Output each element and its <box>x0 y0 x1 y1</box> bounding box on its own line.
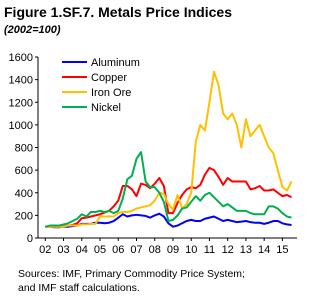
series-line <box>45 151 292 228</box>
chart: Figure 1.SF.7. Metals Price Indices (200… <box>4 4 297 294</box>
chart-subtitle: (2002=100) <box>4 24 61 36</box>
x-tick-label: 09 <box>167 244 179 256</box>
y-tick-label: 0 <box>27 233 33 245</box>
source-note: Sources: IMF, Primary Commodity Price Sy… <box>18 268 245 280</box>
x-tick-label: 12 <box>222 244 234 256</box>
legend-label: Nickel <box>91 102 121 114</box>
series-line <box>45 166 292 228</box>
y-tick-label: 1400 <box>9 75 33 87</box>
legend-label: Aluminum <box>91 57 140 69</box>
x-tick-label: 03 <box>57 244 69 256</box>
y-tick-label: 1200 <box>9 97 33 109</box>
x-tick-label: 14 <box>258 244 270 256</box>
x-tick-label: 05 <box>94 244 106 256</box>
legend-label: Iron Ore <box>91 87 131 99</box>
x-tick-label: 08 <box>149 244 161 256</box>
y-tick-label: 600 <box>15 165 33 177</box>
y-tick-label: 1600 <box>9 52 33 64</box>
x-tick-label: 13 <box>240 244 252 256</box>
x-tick-label: 06 <box>112 244 124 256</box>
y-tick-label: 200 <box>15 210 33 222</box>
x-tick-label: 15 <box>276 244 288 256</box>
chart-title: Figure 1.SF.7. Metals Price Indices <box>4 4 232 20</box>
series-line <box>45 70 293 228</box>
legend-label: Copper <box>91 72 127 84</box>
x-tick-label: 07 <box>130 244 142 256</box>
y-tick-label: 800 <box>15 143 33 155</box>
x-tick-label: 11 <box>204 244 215 256</box>
source-note: and IMF staff calculations. <box>18 282 140 294</box>
y-tick-label: 1000 <box>9 120 33 132</box>
y-tick-label: 400 <box>15 188 33 200</box>
x-tick-label: 04 <box>76 244 88 256</box>
x-tick-label: 02 <box>39 244 51 256</box>
x-tick-label: 10 <box>185 244 197 256</box>
